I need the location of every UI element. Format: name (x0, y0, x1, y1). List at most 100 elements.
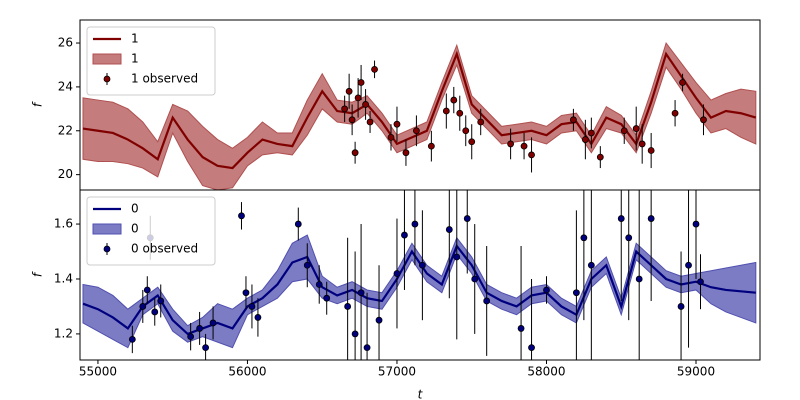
y-tick-label: 1.6 (54, 217, 73, 231)
observed-point (697, 278, 704, 286)
observed-point (344, 303, 352, 310)
y-axis-label: f (31, 101, 45, 107)
observed-point (483, 297, 491, 305)
legend-patch (92, 223, 122, 235)
observed-point (393, 270, 401, 277)
observed-point (315, 281, 323, 288)
axes-frame (79, 189, 761, 361)
y-tick-label: 26 (58, 36, 73, 50)
observed-point (413, 127, 420, 135)
observed-point (570, 116, 577, 124)
observed-point (209, 319, 217, 327)
x-tick-label: 55000 (79, 365, 117, 379)
observed-point (393, 120, 401, 128)
observed-point (450, 96, 458, 104)
observed-point (528, 151, 535, 159)
observed-point (348, 116, 356, 124)
plot-area (82, 190, 757, 360)
observed-point (587, 129, 595, 137)
observed-point (294, 220, 302, 228)
band (82, 234, 757, 349)
observed-point (341, 105, 349, 113)
observed-point (143, 286, 151, 294)
y-tick-label: 1.4 (54, 271, 73, 285)
legend-label: 0 (131, 222, 139, 236)
observed-point (401, 231, 408, 239)
observed-point (238, 212, 245, 220)
observed-point (418, 261, 426, 269)
observed-point (254, 314, 262, 321)
observed-point (463, 215, 471, 222)
observed-point (248, 303, 256, 310)
legend-label: 0 observed (131, 242, 198, 256)
observed-point (366, 118, 374, 126)
observed-point (375, 316, 383, 324)
observed-point (462, 127, 470, 135)
observed-point (456, 109, 464, 117)
observed-point (596, 153, 604, 161)
observed-point (303, 261, 311, 269)
legend-marker (103, 75, 111, 83)
x-tick-label: 58000 (527, 365, 565, 379)
observed-point (351, 149, 359, 157)
observed-point (387, 133, 395, 141)
observed-point (507, 140, 515, 148)
legend-label: 1 (131, 52, 139, 66)
observed-point (572, 289, 580, 297)
observed-point (647, 147, 655, 154)
y-tick-label: 1.2 (54, 326, 73, 340)
plot-area (82, 41, 757, 190)
band (82, 41, 757, 190)
y-tick-label: 24 (58, 79, 73, 93)
observed-point (647, 215, 655, 222)
observed-point (471, 275, 479, 283)
observed-point (402, 149, 410, 157)
observed-point (453, 253, 461, 261)
observed-point (357, 289, 365, 297)
y-tick-label: 20 (58, 167, 73, 181)
x-tick-label: 57000 (378, 365, 416, 379)
y-tick-label: 22 (58, 123, 73, 137)
legend-box (86, 196, 216, 266)
observed-point (363, 344, 371, 352)
observed-point (632, 125, 640, 132)
observed-point (202, 344, 209, 352)
observed-point (323, 294, 331, 302)
observed-point (345, 87, 353, 95)
observed-point (354, 94, 362, 102)
line (82, 50, 757, 170)
observed-point (671, 109, 679, 117)
observed-point (157, 297, 165, 305)
observed-point (520, 142, 528, 150)
observed-point (411, 220, 419, 228)
observed-point (692, 220, 700, 228)
observed-point (635, 275, 643, 283)
observed-point (445, 226, 453, 233)
observed-point (477, 118, 485, 126)
y-axis-label: f (31, 271, 45, 277)
legend-marker (103, 245, 111, 253)
observed-point (139, 303, 147, 310)
observed-point (187, 333, 195, 341)
observed-point (371, 65, 378, 73)
x-axis-label: t (418, 388, 424, 400)
observed-point (700, 116, 707, 124)
legend-label: 1 observed (131, 72, 198, 86)
observed-point (351, 330, 359, 338)
observed-point (679, 79, 686, 86)
observed-point (528, 344, 535, 352)
observed-point (620, 127, 628, 135)
observed-point (580, 234, 588, 242)
observed-point (625, 234, 633, 242)
legend-box (86, 26, 216, 96)
line (82, 243, 756, 336)
observed-point (543, 286, 550, 294)
observed-point (427, 142, 435, 150)
legend-label: 0 (131, 202, 139, 216)
observed-point (468, 138, 476, 146)
observed-point (151, 308, 159, 316)
legend-patch (92, 53, 122, 65)
observed-point (587, 261, 595, 269)
observed-point (517, 325, 525, 332)
